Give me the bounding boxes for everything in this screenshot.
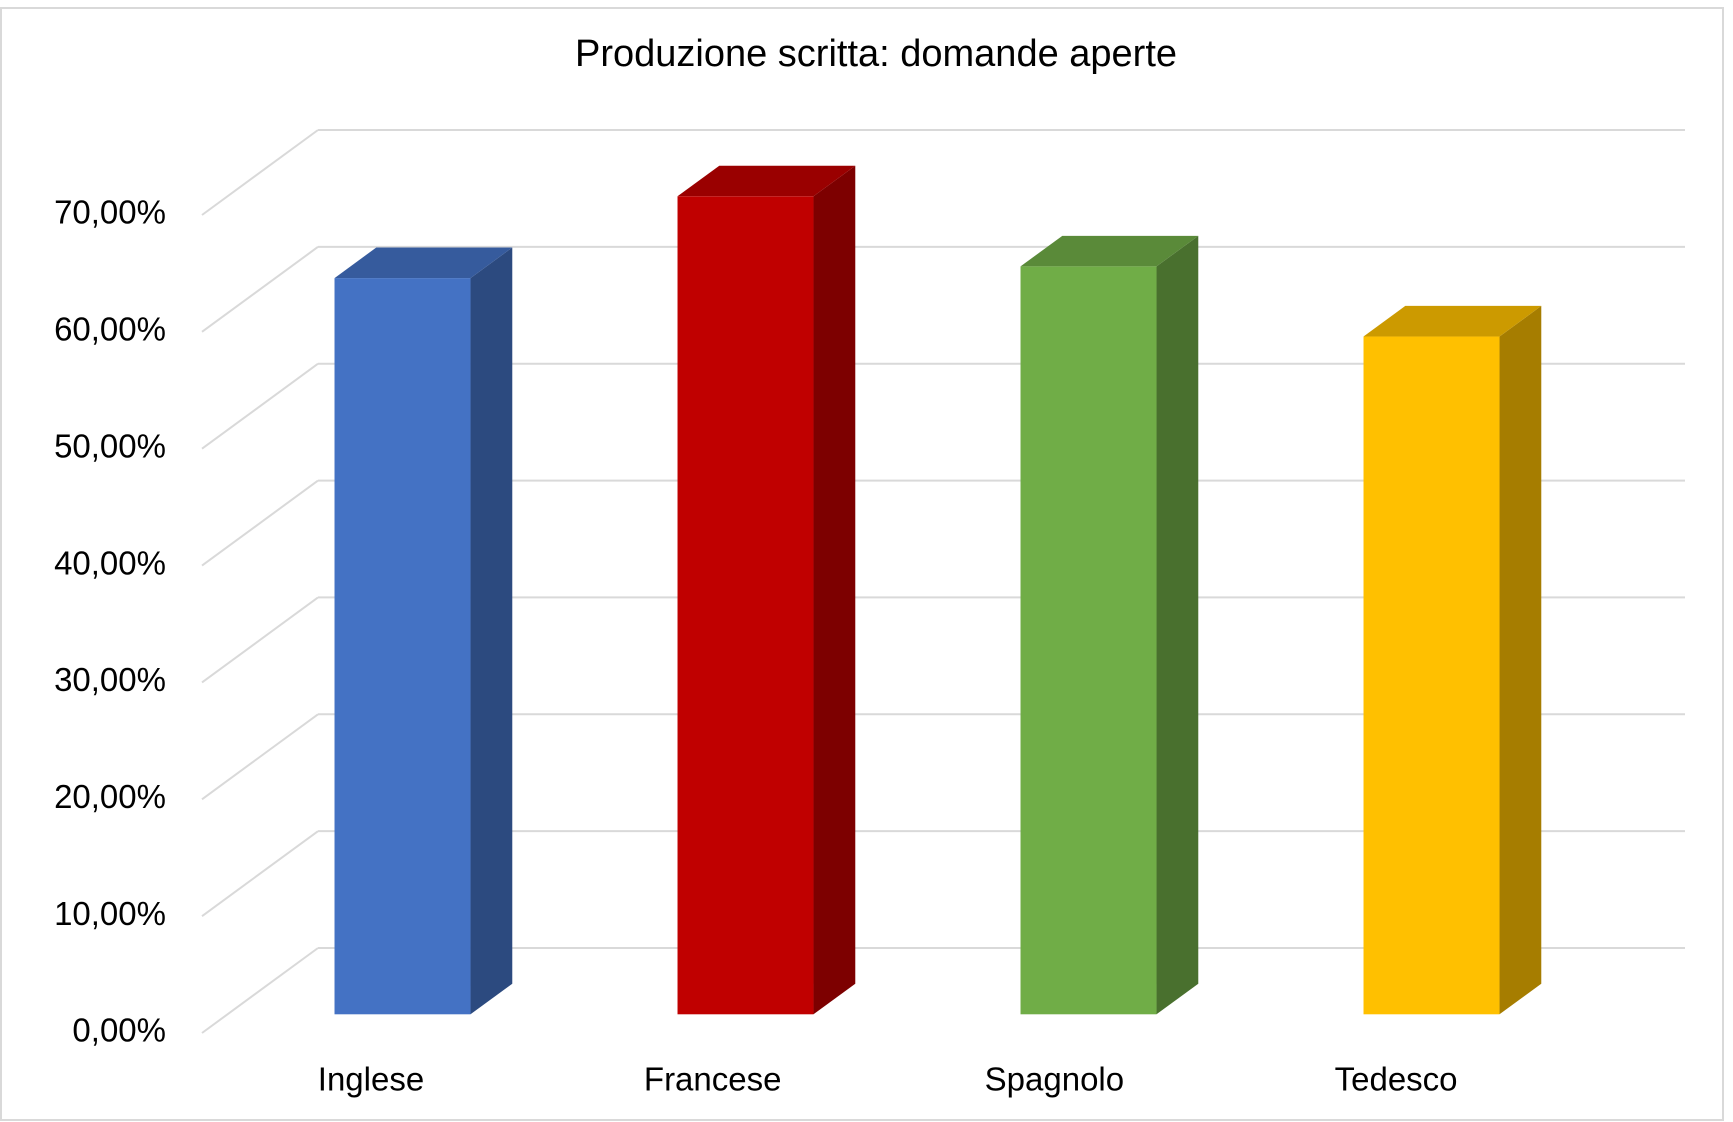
bar-top: [1363, 305, 1542, 337]
y-tick-label: 30,00%: [54, 661, 166, 698]
bar: [334, 278, 471, 1015]
grid-line-side: [201, 596, 319, 684]
x-tick-label: Francese: [644, 1061, 782, 1098]
grid-line-side: [201, 129, 319, 216]
bar-top: [1020, 235, 1199, 267]
bar-top: [677, 165, 856, 197]
bar: [1363, 336, 1500, 1015]
bar-side: [470, 247, 513, 1015]
bar-top: [334, 247, 513, 279]
bar: [1020, 266, 1157, 1015]
y-tick-label: 70,00%: [54, 194, 166, 231]
grid-line-side: [201, 947, 319, 1034]
x-tick-label: Spagnolo: [985, 1061, 1124, 1098]
grid-line-side: [201, 830, 319, 917]
grid-line-side: [201, 713, 319, 801]
bar-side: [1499, 305, 1542, 1015]
grid-line-side: [201, 362, 319, 450]
y-tick-label: 0,00%: [72, 1012, 166, 1049]
chart-title: Produzione scritta: domande aperte: [575, 33, 1177, 75]
y-tick-label: 40,00%: [54, 544, 166, 581]
y-tick-label: 20,00%: [54, 778, 166, 815]
y-tick-label: 60,00%: [54, 311, 166, 348]
x-tick-label: Inglese: [318, 1061, 424, 1098]
grid-line-side: [201, 246, 319, 333]
y-tick-label: 50,00%: [54, 427, 166, 464]
grid-line-side: [201, 479, 319, 567]
bar-side: [813, 165, 856, 1015]
bar: [677, 196, 814, 1015]
x-tick-label: Tedesco: [1335, 1061, 1458, 1098]
y-tick-label: 10,00%: [54, 895, 166, 932]
bar-side: [1156, 235, 1199, 1015]
